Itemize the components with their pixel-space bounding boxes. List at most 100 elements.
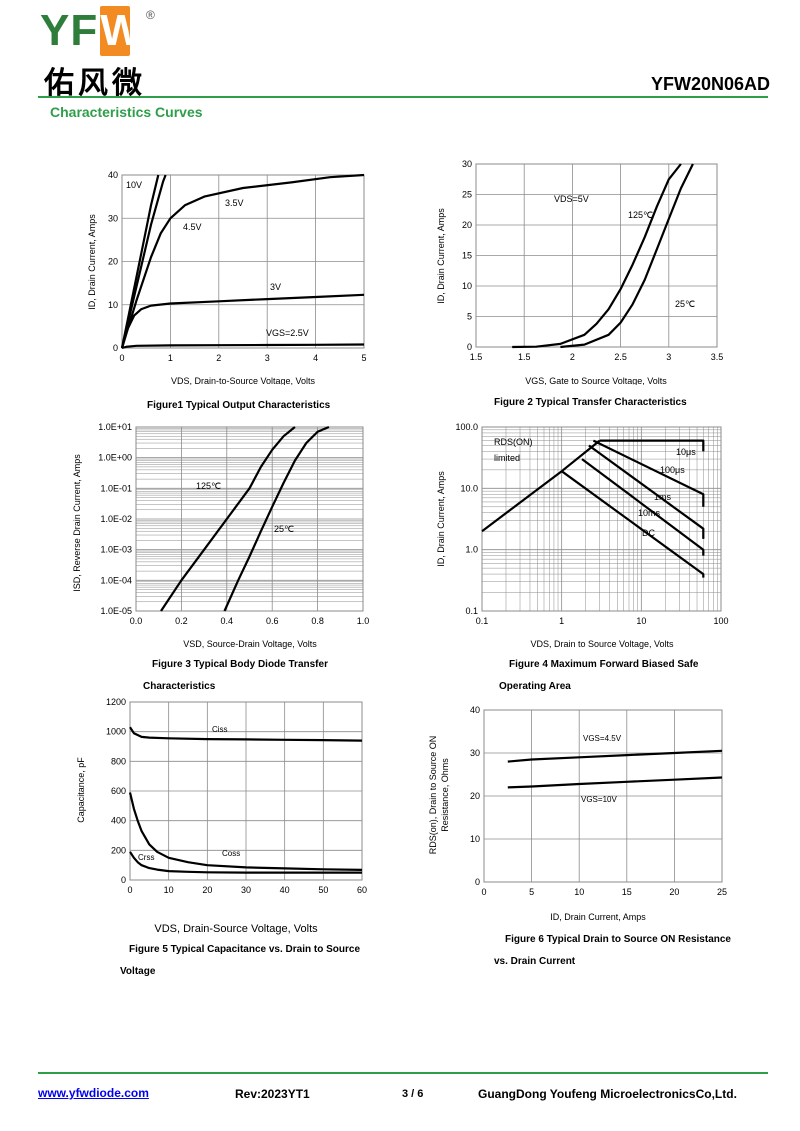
y-tick-label: 0 (113, 343, 118, 353)
annotation-25c: 25℃ (274, 524, 294, 534)
series-line-10-s (599, 439, 705, 452)
x-tick-label: 1.5 (518, 352, 531, 362)
x-tick-label: 25 (717, 887, 727, 897)
y-tick-label: 30 (470, 748, 480, 758)
y-axis-label: ID, Drain Current, Amps (436, 471, 446, 567)
series-line-vgs-10v (507, 776, 723, 789)
registered-mark: ® (146, 8, 155, 22)
x-tick-label: 2.5 (614, 352, 627, 362)
x-tick-label: 20 (202, 885, 212, 895)
y-tick-label: 800 (111, 756, 126, 766)
x-axis-label: VDS, Drain-Source Voltage, Volts (154, 923, 318, 935)
y-axis-label: ID, Drain Current, Amps (436, 208, 446, 304)
y-tick-label: 20 (470, 791, 480, 801)
y-tick-label: 200 (111, 845, 126, 855)
series-line-125 (512, 163, 682, 349)
website-link[interactable]: www.yfwdiode.com (38, 1086, 149, 1100)
y-axis-label: ID, Drain Current, Amps (87, 214, 97, 310)
annotation-100us: 100μs (660, 465, 685, 475)
x-tick-label: 1.5 (470, 352, 483, 362)
annotation-dc: DC (642, 528, 655, 538)
y-tick-label: 1200 (106, 697, 126, 707)
series-line-25 (223, 425, 330, 612)
plot-frame (481, 426, 722, 612)
header-divider (38, 96, 768, 98)
y-tick-label: 10 (462, 281, 472, 291)
tick-labels: 0.1 1 10 100 0.1 1.0 10.0 100.0 (455, 422, 728, 626)
grid (121, 174, 365, 349)
annotation-coss: Coss (222, 849, 240, 858)
revision-text: Rev:2023YT1 (235, 1087, 310, 1101)
y-tick-label: 40 (108, 170, 118, 180)
annotation-1ms: 1ms (654, 492, 672, 502)
figure-4-chart: 0.1 1 10 100 0.1 1.0 10.0 100.0 VDS, Drain to S… (436, 422, 729, 649)
x-axis-label: VDS, Drain to Source Voltage, Volts (530, 639, 674, 649)
y-tick-label: 1.0 (465, 545, 478, 555)
y-tick-label: 0 (467, 342, 472, 352)
x-tick-label: 1 (168, 353, 173, 363)
y-tick-label: 25 (462, 190, 472, 200)
x-axis-label: VGS, Gate to Source Voltage, Volts (525, 376, 667, 385)
figure-3-caption: Figure 3 Typical Body Diode Transfer (152, 659, 328, 670)
annotation-vds: VDS=5V (554, 194, 589, 204)
figure-6-caption: Figure 6 Typical Drain to Source ON Resi… (505, 934, 731, 945)
grid (129, 701, 363, 881)
y-tick-label: 1.0E-05 (100, 606, 132, 616)
y-tick-label: 1.0E-02 (100, 514, 132, 524)
annotation-125c: 125℃ (196, 481, 221, 491)
annotation-ciss: Ciss (212, 725, 228, 734)
y-tick-label: 30 (462, 159, 472, 169)
y-axis-label: Capacitance, pF (76, 757, 86, 823)
x-tick-label: 3.5 (711, 352, 724, 362)
series-line-ciss (129, 726, 363, 742)
y-axis-label: RDS(on), Drain to Source ON (428, 736, 438, 855)
y-tick-label: 5 (467, 312, 472, 322)
figure-4-caption: Figure 4 Maximum Forward Biased Safe (509, 659, 699, 670)
figure-4-caption-line-2: Operating Area (499, 681, 571, 692)
x-tick-label: 3 (265, 353, 270, 363)
x-tick-label: 1 (559, 616, 564, 626)
y-tick-label: 30 (108, 213, 118, 223)
y-tick-label: 1000 (106, 727, 126, 737)
x-tick-label: 100 (713, 616, 728, 626)
series-line-125 (160, 426, 296, 612)
curves (512, 163, 694, 349)
series-line-coss (128, 792, 363, 871)
y-axis-label: ISD, Reverse Drain Current, Amps (72, 454, 82, 592)
x-tick-label: 0.2 (175, 616, 188, 626)
annotation-125c: 125℃ (628, 210, 653, 220)
company-name: GuangDong Youfeng MicroelectronicsCo,Ltd… (478, 1087, 737, 1101)
series-line-100-s (592, 439, 705, 507)
figure-1-chart: 0 1 2 3 4 5 0 10 20 30 40 VDS, Drain-to-Source Vol… (87, 170, 367, 385)
x-tick-label: 60 (357, 885, 367, 895)
footer-divider (38, 1072, 768, 1074)
x-tick-label: 0.8 (311, 616, 324, 626)
curves (160, 425, 330, 612)
x-tick-label: 3 (666, 352, 671, 362)
annotation-10us: 10μs (676, 447, 696, 457)
y-tick-label: 0 (121, 875, 126, 885)
curves (507, 749, 723, 789)
y-tick-label: 10 (108, 300, 118, 310)
y-tick-label: 0.1 (465, 606, 478, 616)
part-number: YFW20N06AD (650, 74, 770, 94)
series-line-25 (560, 163, 694, 349)
x-tick-label: 0.6 (266, 616, 279, 626)
series-line-3v (120, 293, 365, 349)
x-tick-label: 5 (529, 887, 534, 897)
series-line-3-5v (120, 173, 365, 349)
x-tick-label: 0.0 (130, 616, 143, 626)
x-tick-label: 0 (481, 887, 486, 897)
annotation-limited: limited (494, 453, 520, 463)
y-tick-label: 1.0E+01 (98, 422, 132, 432)
tick-labels: 0 5 10 15 20 25 0 10 20 30 40 (470, 705, 727, 897)
y-tick-label: 0 (475, 877, 480, 887)
figure-3-caption-line-2: Characteristics (143, 681, 216, 692)
x-tick-label: 0.4 (221, 616, 234, 626)
figure-5-caption: Figure 5 Typical Capacitance vs. Drain t… (129, 944, 361, 955)
x-tick-label: 0 (127, 885, 132, 895)
annotation-10ms: 10ms (638, 508, 661, 518)
section-title: Characteristics Curves (50, 104, 203, 120)
